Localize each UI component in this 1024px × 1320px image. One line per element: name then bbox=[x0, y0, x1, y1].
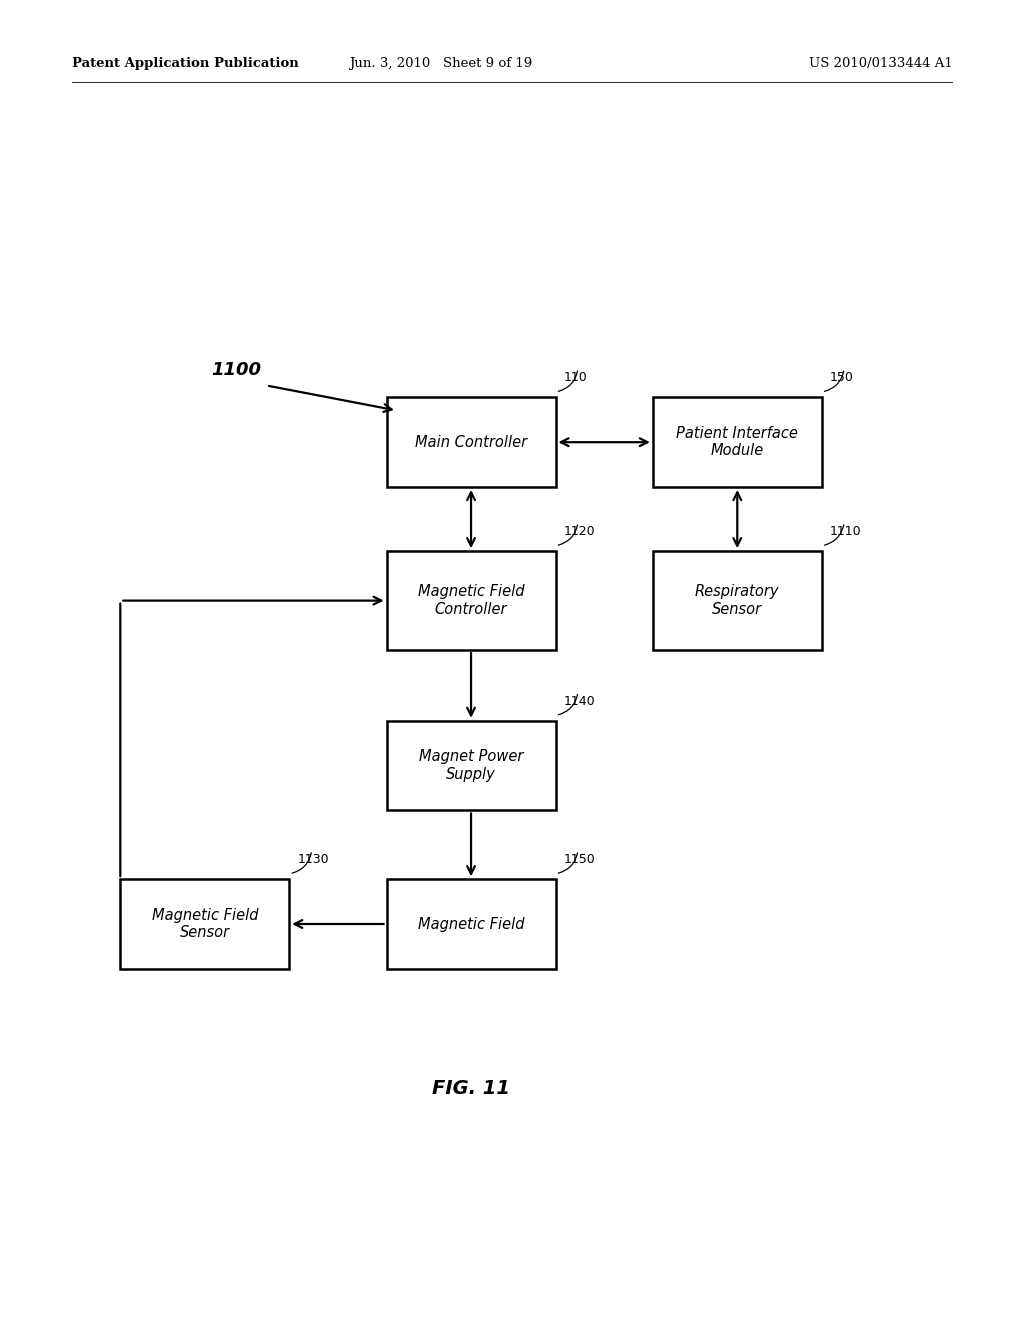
Text: 1130: 1130 bbox=[298, 853, 329, 866]
Text: Magnetic Field
Sensor: Magnetic Field Sensor bbox=[152, 908, 258, 940]
Text: 1120: 1120 bbox=[563, 525, 595, 539]
Text: Magnetic Field: Magnetic Field bbox=[418, 916, 524, 932]
Text: 1150: 1150 bbox=[563, 853, 596, 866]
Text: Magnetic Field
Controller: Magnetic Field Controller bbox=[418, 585, 524, 616]
Text: 150: 150 bbox=[829, 371, 854, 384]
Text: 110: 110 bbox=[563, 371, 588, 384]
Text: FIG. 11: FIG. 11 bbox=[432, 1080, 510, 1098]
Text: Patient Interface
Module: Patient Interface Module bbox=[676, 426, 799, 458]
Bar bbox=[387, 879, 555, 969]
Text: Magnet Power
Supply: Magnet Power Supply bbox=[419, 750, 523, 781]
Bar bbox=[653, 552, 821, 649]
Text: 1110: 1110 bbox=[829, 525, 861, 539]
Text: 1140: 1140 bbox=[563, 694, 595, 708]
Text: Patent Application Publication: Patent Application Publication bbox=[72, 57, 298, 70]
Bar bbox=[387, 721, 555, 810]
Bar bbox=[387, 552, 555, 649]
Bar bbox=[121, 879, 290, 969]
Text: 1100: 1100 bbox=[211, 360, 261, 379]
Bar bbox=[387, 397, 555, 487]
Bar bbox=[653, 397, 821, 487]
Text: Respiratory
Sensor: Respiratory Sensor bbox=[695, 585, 779, 616]
Text: Jun. 3, 2010   Sheet 9 of 19: Jun. 3, 2010 Sheet 9 of 19 bbox=[349, 57, 531, 70]
Text: US 2010/0133444 A1: US 2010/0133444 A1 bbox=[809, 57, 952, 70]
Text: Main Controller: Main Controller bbox=[415, 434, 527, 450]
